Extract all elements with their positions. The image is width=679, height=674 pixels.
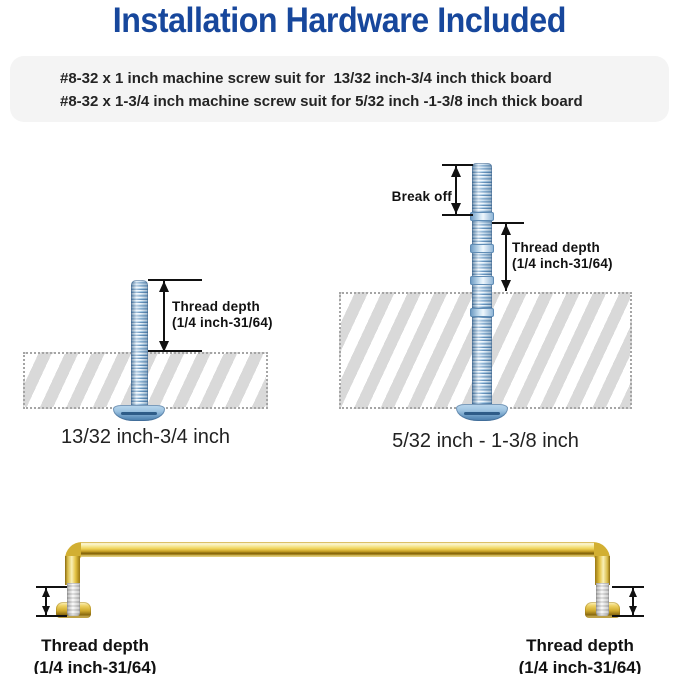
dimension-tick [492,222,524,224]
screw-shaft-long [472,163,492,407]
dimension-tick [148,350,202,352]
handle-thread-depth-right: Thread depth (1/4 inch-31/64) [495,635,665,674]
thread-depth-value: (1/4 inch-31/64) [518,658,642,674]
break-off-label: Break off [391,189,452,204]
threaded-stud-right [596,583,609,616]
board-thickness-caption: 5/32 inch - 1-3/8 inch [392,430,579,452]
thread-depth-label: Thread depth [172,299,260,314]
thread-depth-arrow-icon [632,588,634,615]
hardware-note-line2: #8-32 x 1-3/4 inch machine screw suit fo… [60,93,583,110]
break-off-groove [470,308,494,317]
thread-depth-value: (1/4 inch-31/64) [512,256,613,271]
dimension-tick [148,279,202,281]
thread-depth-value: (1/4 inch-31/64) [33,658,157,674]
screw-head-short [113,405,165,421]
break-off-arrow-icon [455,166,457,214]
thread-depth-arrow-icon [45,588,47,615]
dimension-tick [442,164,473,166]
thread-depth-value: (1/4 inch-31/64) [172,315,273,330]
thread-depth-label: Thread depth [526,636,634,655]
board-thickness-caption: 13/32 inch-3/4 inch [60,426,230,448]
dimension-tick [442,214,473,216]
thread-depth-arrow-icon [505,224,507,291]
handle-thread-depth-left: Thread depth (1/4 inch-31/64) [10,635,180,674]
hardware-note-line1: #8-32 x 1 inch machine screw suit for 13… [60,70,552,87]
dimension-tick [612,586,644,588]
thread-depth-label: Thread depth [41,636,149,655]
dimension-tick [612,615,644,617]
dimension-tick [36,586,67,588]
thread-depth-arrow-icon [163,281,165,352]
handle-bar-highlight [81,542,594,557]
thread-depth-label: Thread depth [512,240,600,255]
dimension-tick [36,615,67,617]
break-off-groove [470,276,494,285]
break-off-groove [470,212,494,221]
hardware-note-box: #8-32 x 1 inch machine screw suit for 13… [10,56,669,122]
break-off-groove [470,244,494,253]
screw-head-long [456,404,508,421]
screw-shaft-short [131,280,148,408]
page-title: Installation Hardware Included [112,1,567,40]
handle-leg-left [65,556,80,585]
threaded-stud-left [67,583,80,616]
handle-leg-right [595,556,610,585]
